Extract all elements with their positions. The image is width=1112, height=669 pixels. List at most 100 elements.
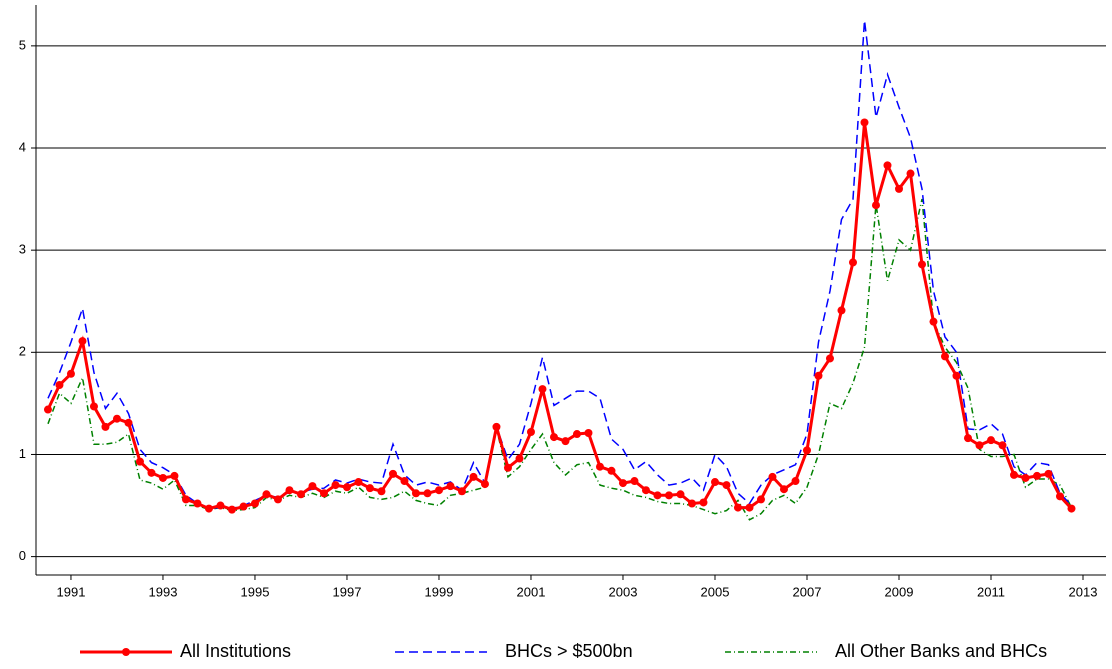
point — [595, 462, 604, 471]
point — [791, 477, 800, 486]
point — [319, 489, 328, 498]
point — [1067, 504, 1076, 513]
point — [664, 491, 673, 500]
point — [262, 490, 271, 499]
point — [78, 337, 87, 346]
point — [1032, 471, 1041, 480]
point — [377, 487, 386, 496]
point — [549, 433, 558, 442]
point — [250, 499, 259, 508]
point — [722, 481, 731, 490]
point — [963, 434, 972, 443]
point — [618, 479, 627, 488]
point — [699, 498, 708, 507]
y-tick-label: 5 — [19, 37, 26, 52]
point — [572, 430, 581, 439]
point — [434, 486, 443, 495]
point — [388, 469, 397, 478]
series-line — [47, 198, 1073, 521]
point — [975, 441, 984, 450]
point — [515, 454, 524, 463]
point — [147, 468, 156, 477]
point — [480, 480, 489, 489]
point — [446, 482, 455, 491]
point — [170, 471, 179, 480]
series-line — [46, 122, 1073, 512]
point — [193, 499, 202, 508]
point — [296, 490, 305, 499]
x-tick-label: 2009 — [885, 584, 914, 599]
point — [273, 495, 282, 504]
point — [457, 487, 466, 496]
point — [676, 490, 685, 499]
point — [653, 491, 662, 500]
point — [998, 441, 1007, 450]
point — [940, 352, 949, 361]
point — [768, 472, 777, 481]
x-tick-label: 2003 — [609, 584, 638, 599]
point — [411, 489, 420, 498]
point — [906, 169, 915, 178]
x-tick-label: 1999 — [425, 584, 454, 599]
point — [848, 258, 857, 267]
point — [365, 484, 374, 493]
x-tick-label: 2013 — [1069, 584, 1098, 599]
y-tick-label: 1 — [19, 446, 26, 461]
point — [66, 369, 75, 378]
y-tick-label: 2 — [19, 344, 26, 359]
point — [526, 427, 535, 436]
point — [181, 495, 190, 504]
point — [1055, 492, 1064, 501]
point — [871, 201, 880, 210]
x-tick-label: 2005 — [701, 584, 730, 599]
point — [124, 418, 133, 427]
x-tick-label: 2011 — [977, 584, 1005, 599]
x-tick-label: 1993 — [149, 584, 178, 599]
x-tick-label: 1997 — [333, 584, 362, 599]
point — [986, 436, 995, 445]
point — [561, 437, 570, 446]
point — [837, 306, 846, 315]
x-tick-label: 1991 — [57, 584, 86, 599]
x-tick-label: 2007 — [793, 584, 822, 599]
point — [917, 260, 926, 269]
y-tick-label: 0 — [19, 548, 26, 563]
y-tick-label: 3 — [19, 242, 26, 257]
point — [469, 472, 478, 481]
point — [733, 503, 742, 512]
point — [112, 414, 121, 423]
point — [204, 504, 213, 513]
point — [1021, 473, 1030, 482]
point — [756, 495, 765, 504]
point — [779, 485, 788, 494]
point — [354, 478, 363, 487]
point — [55, 381, 64, 389]
x-tick-label: 1995 — [241, 584, 270, 599]
point — [630, 477, 639, 486]
point — [1044, 469, 1053, 478]
point — [1009, 470, 1018, 479]
point — [952, 371, 961, 380]
point — [308, 482, 317, 491]
point — [929, 317, 938, 326]
point — [89, 402, 98, 411]
point — [860, 118, 869, 127]
point — [239, 502, 248, 511]
point — [814, 371, 823, 380]
point — [641, 486, 650, 495]
point — [101, 422, 110, 431]
series-line — [47, 20, 1073, 510]
point — [894, 184, 903, 193]
point — [492, 422, 501, 431]
point — [745, 503, 754, 512]
point — [607, 466, 616, 475]
legend-label: All Other Banks and BHCs — [835, 641, 1047, 661]
point — [538, 385, 547, 394]
point — [216, 501, 225, 510]
point — [43, 405, 52, 414]
point — [825, 354, 834, 363]
point — [710, 478, 719, 487]
point — [503, 463, 512, 472]
point — [687, 499, 696, 508]
